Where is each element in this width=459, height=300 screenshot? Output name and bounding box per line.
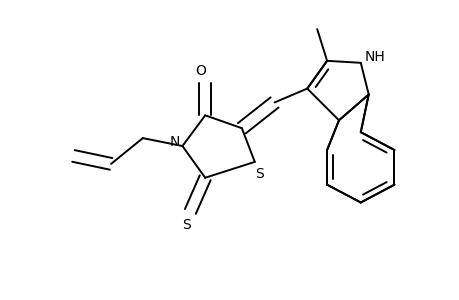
Text: S: S (182, 218, 190, 232)
Text: NH: NH (364, 50, 384, 64)
Text: S: S (255, 167, 263, 181)
Text: N: N (169, 135, 179, 149)
Text: O: O (195, 64, 205, 78)
